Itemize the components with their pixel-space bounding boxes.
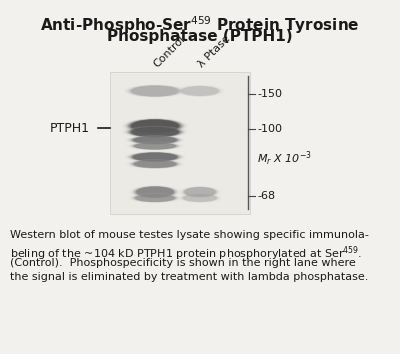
Text: -100: -100	[257, 124, 282, 134]
Text: the signal is eliminated by treatment with lambda phosphatase.: the signal is eliminated by treatment wi…	[10, 272, 368, 282]
Ellipse shape	[134, 160, 176, 168]
Ellipse shape	[129, 85, 181, 97]
Ellipse shape	[125, 135, 185, 145]
Ellipse shape	[134, 194, 176, 202]
Ellipse shape	[180, 86, 220, 96]
Ellipse shape	[122, 118, 188, 134]
Ellipse shape	[177, 85, 223, 97]
Ellipse shape	[128, 136, 182, 144]
Ellipse shape	[179, 194, 221, 202]
Ellipse shape	[182, 194, 218, 202]
FancyBboxPatch shape	[110, 72, 250, 214]
Text: (Control).  Phosphospecificity is shown in the right lane where: (Control). Phosphospecificity is shown i…	[10, 258, 356, 268]
Ellipse shape	[183, 187, 217, 197]
Text: Phosphatase (PTPH1): Phosphatase (PTPH1)	[107, 29, 293, 44]
Text: Control: Control	[152, 34, 188, 69]
Ellipse shape	[132, 160, 178, 168]
Ellipse shape	[132, 186, 178, 198]
Ellipse shape	[130, 160, 180, 169]
Ellipse shape	[181, 86, 219, 96]
Ellipse shape	[131, 142, 179, 150]
Ellipse shape	[127, 159, 183, 169]
Ellipse shape	[131, 194, 179, 202]
Ellipse shape	[129, 193, 181, 203]
Ellipse shape	[184, 187, 216, 197]
Text: Western blot of mouse testes lysate showing specific immunola-: Western blot of mouse testes lysate show…	[10, 230, 369, 240]
Ellipse shape	[130, 142, 180, 150]
Ellipse shape	[131, 152, 179, 162]
Ellipse shape	[130, 136, 180, 144]
Ellipse shape	[128, 85, 182, 97]
Ellipse shape	[129, 127, 181, 137]
Ellipse shape	[128, 119, 182, 133]
Ellipse shape	[180, 186, 220, 198]
Ellipse shape	[124, 85, 186, 97]
Ellipse shape	[133, 186, 177, 198]
Ellipse shape	[127, 135, 183, 145]
Ellipse shape	[132, 194, 178, 202]
Ellipse shape	[183, 194, 217, 202]
Ellipse shape	[135, 194, 175, 202]
Ellipse shape	[131, 127, 179, 137]
Text: -150: -150	[257, 89, 282, 99]
Ellipse shape	[126, 119, 184, 133]
Ellipse shape	[135, 186, 175, 198]
Ellipse shape	[124, 152, 186, 162]
Ellipse shape	[128, 142, 182, 150]
Ellipse shape	[131, 120, 179, 132]
Ellipse shape	[128, 127, 182, 137]
Ellipse shape	[129, 152, 181, 162]
Ellipse shape	[128, 152, 182, 162]
Ellipse shape	[180, 194, 220, 202]
Ellipse shape	[124, 118, 186, 133]
Ellipse shape	[180, 186, 220, 198]
Ellipse shape	[129, 185, 181, 199]
Ellipse shape	[182, 187, 218, 198]
Ellipse shape	[126, 152, 184, 162]
Text: M$_r$ X 10$^{-3}$: M$_r$ X 10$^{-3}$	[257, 150, 312, 168]
Ellipse shape	[178, 86, 222, 96]
Ellipse shape	[129, 160, 181, 169]
Ellipse shape	[122, 126, 188, 138]
Ellipse shape	[126, 126, 184, 138]
Text: beling of the ~104 kD PTPH1 protein phosphorylated at Ser$^{459}$.: beling of the ~104 kD PTPH1 protein phos…	[10, 244, 362, 263]
Ellipse shape	[124, 126, 186, 138]
Text: λ Ptase: λ Ptase	[196, 33, 232, 69]
Text: PTPH1: PTPH1	[50, 121, 90, 135]
Text: -68: -68	[257, 191, 275, 201]
Ellipse shape	[132, 153, 178, 161]
Ellipse shape	[129, 119, 181, 133]
Ellipse shape	[136, 187, 174, 198]
Ellipse shape	[130, 185, 180, 199]
Ellipse shape	[126, 85, 184, 97]
Ellipse shape	[134, 143, 176, 149]
Ellipse shape	[132, 136, 178, 144]
Ellipse shape	[131, 86, 179, 97]
Text: Anti-Phospho-Ser$^{459}$ Protein Tyrosine: Anti-Phospho-Ser$^{459}$ Protein Tyrosin…	[40, 14, 360, 36]
Ellipse shape	[132, 142, 178, 150]
Ellipse shape	[133, 136, 177, 144]
